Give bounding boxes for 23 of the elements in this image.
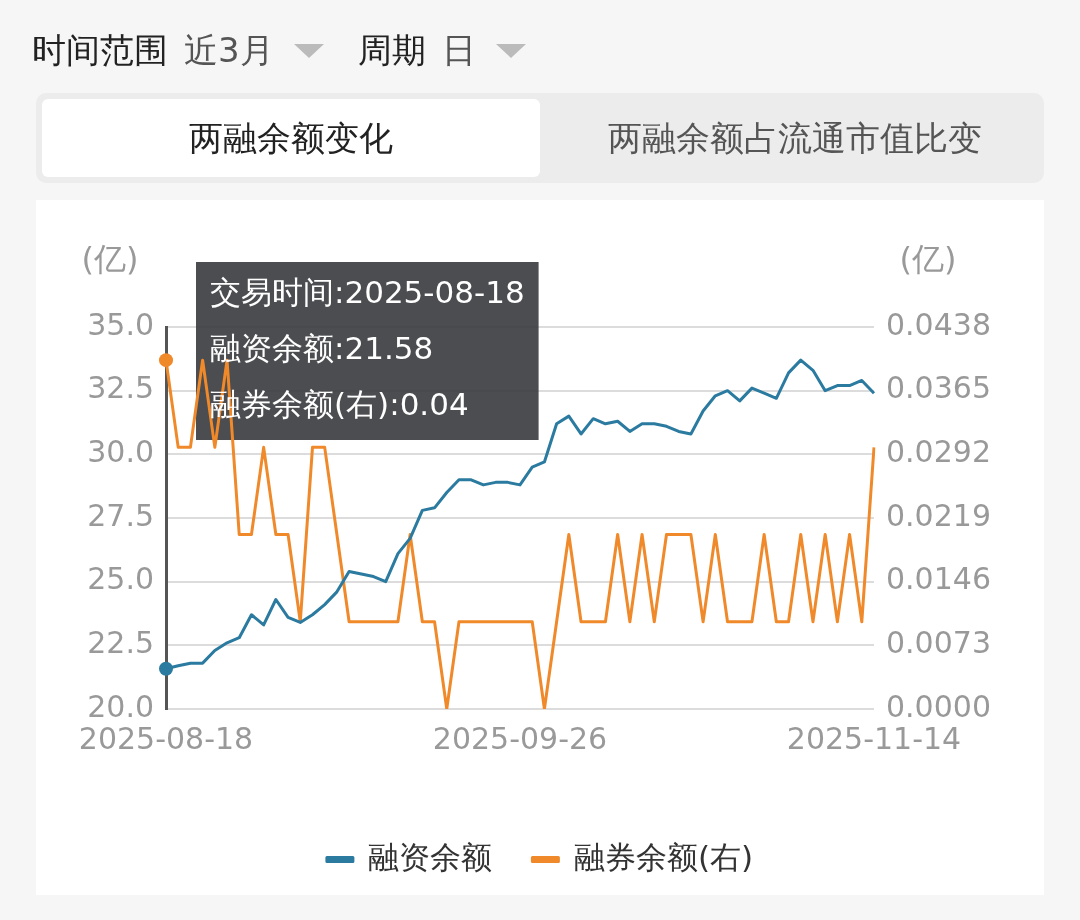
y2-tick-label: 0.0365 bbox=[886, 370, 991, 406]
text: 时间范围 bbox=[32, 29, 168, 72]
text: 两融余额占流通市值比变 bbox=[608, 117, 983, 160]
text: 日 bbox=[441, 29, 476, 72]
legend-label: 融券余额(右) bbox=[573, 838, 754, 875]
y-tick-label: 30.0 bbox=[87, 434, 154, 470]
y2-tick-label: 0.0073 bbox=[886, 625, 991, 661]
text: 周期 bbox=[357, 29, 426, 72]
y2-tick-label: 0.0146 bbox=[886, 561, 991, 597]
x-tick-label: 2025-09-26 bbox=[432, 720, 608, 756]
y2-tick-label: 0.0292 bbox=[886, 434, 991, 470]
legend-label: 融资余额 bbox=[368, 838, 493, 875]
y-tick-label: 35.0 bbox=[87, 306, 154, 342]
y-tick-label: 25.0 bbox=[87, 561, 154, 597]
y-tick-label: 27.5 bbox=[87, 497, 154, 533]
chart-title: 两融余额变化 bbox=[42, 99, 540, 177]
y-axis-title: (亿) bbox=[81, 240, 139, 279]
y-tick-label: 32.5 bbox=[87, 370, 154, 406]
text: 近3月 bbox=[184, 29, 274, 72]
y2-tick-label: 0.0219 bbox=[886, 497, 991, 533]
y-tick-label: 22.5 bbox=[87, 625, 154, 661]
y2-axis-title: (亿) bbox=[899, 240, 957, 279]
y2-tick-label: 0.0438 bbox=[886, 306, 991, 342]
